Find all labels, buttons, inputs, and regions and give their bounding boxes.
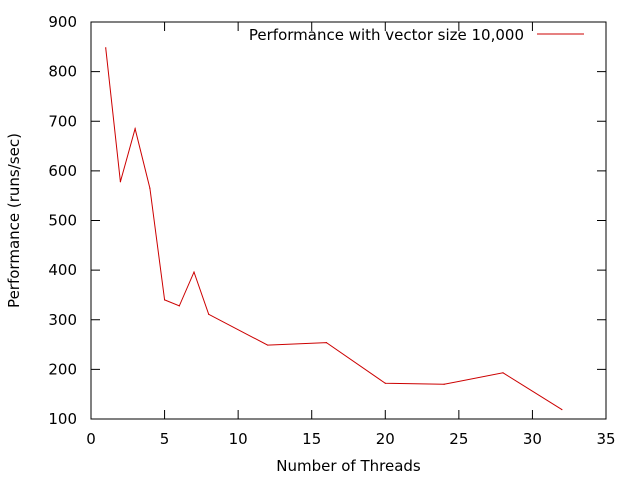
data-point (163, 299, 166, 301)
x-tick-label: 5 (160, 430, 170, 448)
data-point (208, 313, 210, 315)
series-group (105, 47, 563, 411)
data-point (119, 181, 122, 183)
x-tick-label: 35 (596, 430, 615, 448)
y-tick-label: 900 (48, 13, 77, 31)
y-tick-label: 600 (48, 162, 77, 180)
series-line (105, 47, 563, 411)
data-point (134, 128, 136, 130)
x-tick-label: 30 (523, 430, 542, 448)
data-point (325, 341, 328, 344)
data-point (561, 408, 563, 411)
plot-frame (90, 21, 607, 420)
x-tick-label: 15 (302, 430, 321, 448)
y-tick-label: 300 (48, 311, 77, 329)
x-axis-title: Number of Threads (276, 457, 421, 475)
data-point (384, 382, 386, 384)
data-point (266, 344, 269, 346)
y-tick-label: 500 (48, 212, 77, 230)
y-tick-label: 100 (48, 410, 77, 428)
data-point (193, 271, 195, 273)
data-point (178, 305, 180, 307)
y-tick-label: 700 (48, 112, 77, 130)
data-point (149, 187, 151, 189)
x-tick-label: 20 (376, 430, 395, 448)
data-point (502, 372, 504, 374)
x-tick-label: 10 (229, 430, 248, 448)
x-tick-labels: 0 5 10 15 20 25 30 35 (86, 430, 615, 448)
y-tick-labels: 100 200 300 400 500 600 700 800 900 (48, 13, 77, 428)
y-tick-label: 200 (48, 360, 77, 378)
y-tick-label: 400 (48, 261, 77, 279)
y-axis-title: Performance (runs/sec) (5, 133, 23, 308)
x-tick-label: 0 (86, 430, 96, 448)
data-point (105, 47, 107, 49)
data-point (443, 383, 445, 385)
legend: Performance with vector size 10,000 (249, 26, 584, 44)
axis-ticks (90, 21, 607, 420)
x-tick-label: 25 (449, 430, 468, 448)
y-tick-label: 800 (48, 63, 77, 81)
legend-label: Performance with vector size 10,000 (249, 26, 524, 44)
